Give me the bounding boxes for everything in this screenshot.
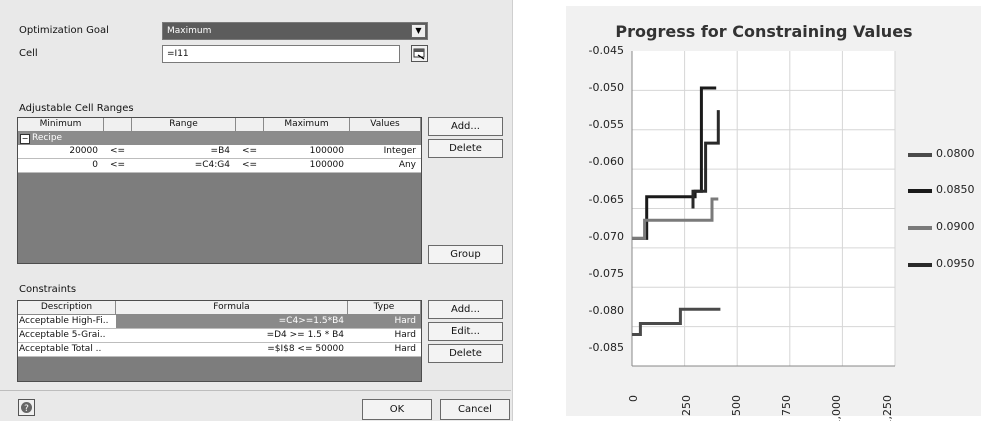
cell-input[interactable]: =I11: [162, 45, 400, 63]
con-header-type[interactable]: Type: [348, 301, 421, 315]
plot-area: [631, 51, 896, 367]
table-row[interactable]: 20000 <= =B4 <= 100000 Integer: [18, 145, 421, 159]
row-range: =B4: [210, 146, 230, 156]
constraints-label: Constraints: [19, 284, 77, 295]
goal-select[interactable]: Maximum ▼: [162, 22, 428, 40]
series-line: [691, 110, 720, 209]
table-row[interactable]: 0 <= =C4:G4 <= 100000 Any: [18, 159, 421, 173]
row-minimum: 0: [92, 160, 98, 170]
y-tick-label: -0.075: [588, 267, 624, 280]
y-tick-label: -0.065: [588, 193, 624, 206]
row-op2: <=: [242, 160, 258, 170]
collapse-icon[interactable]: −: [20, 134, 30, 144]
help-icon[interactable]: ?: [18, 399, 35, 416]
row-op2: <=: [242, 146, 258, 156]
y-tick-label: -0.060: [588, 155, 624, 168]
adj-delete-button[interactable]: Delete: [428, 139, 503, 158]
row-type: Hard: [394, 330, 416, 340]
con-header-description[interactable]: Description: [18, 301, 116, 315]
y-tick-label: -0.050: [588, 81, 624, 94]
row-maximum: 100000: [309, 146, 344, 156]
divider: [0, 390, 511, 391]
legend-label: 0.0800: [936, 147, 975, 160]
optimization-dialog: Optimization Goal Maximum ▼ Cell =I11 Ad…: [0, 0, 513, 421]
x-tick-label: 1,250: [881, 395, 894, 421]
row-op1: <=: [110, 146, 126, 156]
legend-label: 0.0900: [936, 220, 975, 233]
cell-label: Cell: [19, 48, 38, 59]
row-description: Acceptable 5-Grai..: [19, 330, 106, 340]
row-selection-highlight: [116, 315, 421, 328]
x-tick-label: 750: [780, 395, 793, 416]
adj-header-op2: [236, 118, 264, 132]
adjustable-ranges-label: Adjustable Cell Ranges: [19, 103, 134, 114]
adj-header-minimum[interactable]: Minimum: [18, 118, 104, 132]
y-tick-label: -0.055: [588, 118, 624, 131]
goal-select-value: Maximum: [167, 26, 212, 36]
row-maximum: 100000: [309, 160, 344, 170]
group-row-label: Recipe: [32, 133, 63, 143]
row-formula: =D4 >= 1.5 * B4: [266, 330, 344, 340]
y-tick-label: -0.080: [588, 304, 624, 317]
legend-swatch: [908, 226, 932, 230]
legend-label: 0.0950: [936, 257, 975, 270]
y-tick-label: -0.085: [588, 341, 624, 354]
constraints-grid: Description Formula Type Acceptable High…: [17, 300, 422, 382]
row-type: Hard: [394, 344, 416, 354]
x-tick-label: 500: [730, 395, 743, 416]
y-tick-label: -0.045: [588, 44, 624, 57]
svg-text:?: ?: [24, 404, 29, 414]
adj-header-range[interactable]: Range: [132, 118, 236, 132]
series-line: [632, 86, 717, 240]
row-minimum: 20000: [69, 146, 98, 156]
table-row[interactable]: Acceptable Total .. =$I$8 <= 50000 Hard: [18, 343, 421, 357]
legend-swatch: [908, 263, 932, 267]
row-formula: =C4>=1.5*B4: [278, 316, 344, 326]
series-line: [632, 307, 721, 336]
chart-title: Progress for Constraining Values: [615, 22, 913, 41]
adj-header-values[interactable]: Values: [350, 118, 421, 132]
x-tick-label: 0: [627, 395, 640, 402]
cancel-button[interactable]: Cancel: [440, 399, 510, 420]
row-values: Any: [398, 160, 416, 170]
group-row-recipe[interactable]: − Recipe: [18, 132, 421, 145]
ok-button[interactable]: OK: [362, 399, 432, 420]
row-values: Integer: [383, 146, 416, 156]
con-add-button[interactable]: Add...: [428, 300, 503, 319]
con-edit-button[interactable]: Edit...: [428, 322, 503, 341]
legend-swatch: [908, 189, 932, 193]
adj-header-maximum[interactable]: Maximum: [264, 118, 350, 132]
legend-swatch: [908, 153, 932, 157]
adj-add-button[interactable]: Add...: [428, 117, 503, 136]
x-tick-label: 250: [680, 395, 693, 416]
series-line: [632, 197, 719, 240]
table-row[interactable]: Acceptable 5-Grai.. =D4 >= 1.5 * B4 Hard: [18, 329, 421, 343]
y-tick-label: -0.070: [588, 230, 624, 243]
row-description: Acceptable High-Fi..: [19, 315, 116, 328]
adj-header-op1: [104, 118, 132, 132]
chevron-down-icon[interactable]: ▼: [411, 24, 426, 38]
row-op1: <=: [110, 160, 126, 170]
goal-label: Optimization Goal: [19, 25, 109, 36]
con-delete-button[interactable]: Delete: [428, 344, 503, 363]
legend-label: 0.0850: [936, 183, 975, 196]
table-row[interactable]: Acceptable High-Fi.. =C4>=1.5*B4 Hard: [18, 315, 421, 329]
adjustable-ranges-grid: Minimum Range Maximum Values − Recipe 20…: [17, 117, 422, 264]
group-button[interactable]: Group: [428, 245, 503, 264]
con-header-formula[interactable]: Formula: [116, 301, 348, 315]
row-type: Hard: [394, 316, 416, 326]
x-tick-label: 1,000: [830, 395, 843, 421]
range-picker-icon[interactable]: [411, 45, 428, 62]
row-description: Acceptable Total ..: [19, 344, 102, 354]
row-formula: =$I$8 <= 50000: [267, 344, 344, 354]
row-range: =C4:G4: [194, 160, 230, 170]
